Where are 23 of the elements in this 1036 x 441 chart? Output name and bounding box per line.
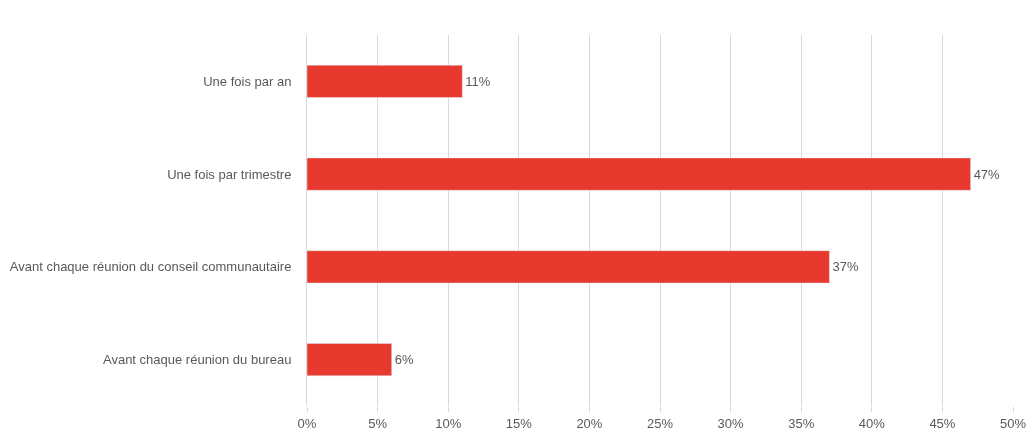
x-tick-label: 5%: [368, 415, 388, 431]
y-tick-label: Une fois par an: [203, 73, 292, 89]
x-tick-label: 15%: [505, 415, 533, 431]
bar: [307, 64, 463, 98]
y-tick-label: Avant chaque réunion du conseil communautaire: [9, 259, 292, 275]
y-tick-label: Une fois par trimestre: [167, 166, 292, 182]
x-tick-label: 10%: [435, 415, 462, 431]
y-tick-label: Avant chaque réunion du bureau: [102, 352, 292, 368]
x-tick-label: 0%: [297, 415, 317, 431]
x-tick-label: 50%: [999, 415, 1027, 431]
bar: [307, 250, 830, 284]
data-label: 11%: [465, 73, 491, 89]
data-label: 6%: [394, 352, 414, 368]
x-tick-label: 40%: [858, 415, 886, 431]
data-label: 37%: [832, 259, 859, 275]
x-tick-label: 35%: [788, 415, 815, 431]
bar: [307, 157, 971, 191]
x-tick-label: 30%: [717, 415, 745, 431]
x-tick-label: 20%: [576, 415, 603, 431]
bar: [307, 343, 392, 377]
x-tick-label: 25%: [646, 415, 674, 431]
data-label: 47%: [973, 166, 1001, 182]
x-tick-label: 45%: [929, 415, 956, 431]
